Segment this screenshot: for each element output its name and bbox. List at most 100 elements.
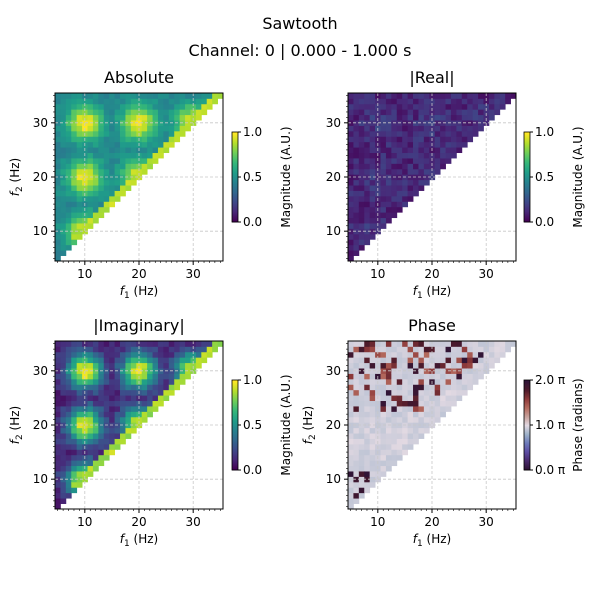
heatmap-cell xyxy=(461,136,468,143)
heatmap-cell xyxy=(440,395,446,402)
colorbar-segment xyxy=(232,386,238,389)
heatmap-cell xyxy=(120,103,126,110)
heatmap-cell xyxy=(103,179,110,186)
heatmap-cell xyxy=(71,416,78,423)
heatmap-cell xyxy=(65,114,72,121)
heatmap-cell xyxy=(348,481,354,488)
heatmap-cell xyxy=(60,465,67,472)
heatmap-cell xyxy=(174,125,181,132)
heatmap-cell xyxy=(168,130,175,137)
heatmap-cell xyxy=(369,98,376,105)
heatmap-cell xyxy=(440,346,446,353)
heatmap-cell xyxy=(402,103,409,110)
heatmap-cell xyxy=(413,357,419,364)
heatmap-cell xyxy=(461,346,468,353)
heatmap-cell xyxy=(418,341,425,347)
heatmap-cell xyxy=(478,341,484,347)
colorbar-segment xyxy=(524,392,530,395)
heatmap-cell xyxy=(152,158,159,164)
heatmap-cell xyxy=(423,152,430,159)
heatmap-cell xyxy=(353,152,360,159)
heatmap-cell xyxy=(348,433,354,439)
heatmap-cell xyxy=(380,168,387,175)
heatmap-cell xyxy=(130,368,137,374)
heatmap-cell xyxy=(358,179,365,186)
heatmap-cell xyxy=(369,185,376,191)
heatmap-cell xyxy=(369,206,376,213)
heatmap-cell xyxy=(348,103,354,110)
heatmap-cell xyxy=(450,378,457,385)
heatmap-cell xyxy=(402,158,409,164)
heatmap-cell xyxy=(109,109,116,116)
heatmap-cell xyxy=(71,400,78,407)
heatmap-cell xyxy=(120,362,126,369)
heatmap-cell xyxy=(369,346,376,353)
heatmap-cell xyxy=(348,98,354,105)
heatmap-cell xyxy=(364,427,371,434)
heatmap-cell xyxy=(364,206,371,213)
heatmap-cell xyxy=(348,378,354,385)
heatmap-cell xyxy=(445,141,452,148)
heatmap-cell xyxy=(396,433,403,439)
heatmap-cell xyxy=(98,362,105,369)
colorbar-segment xyxy=(524,446,530,449)
heatmap-cell xyxy=(141,362,148,369)
heatmap-cell xyxy=(109,168,116,175)
heatmap-cell xyxy=(472,130,479,137)
heatmap-cell xyxy=(190,98,197,105)
heatmap-cell xyxy=(147,341,153,347)
colorbar-segment xyxy=(232,460,238,463)
heatmap-cell xyxy=(76,368,83,374)
heatmap-cell xyxy=(71,195,78,202)
heatmap-cell xyxy=(125,368,132,374)
heatmap-cell xyxy=(103,427,110,434)
heatmap-cell xyxy=(109,357,116,364)
heatmap-cell xyxy=(71,163,78,170)
heatmap-cell xyxy=(348,244,354,251)
heatmap-cell xyxy=(120,378,126,385)
heatmap-cell xyxy=(385,438,392,445)
heatmap-cell xyxy=(369,130,376,137)
heatmap-cell xyxy=(163,395,170,402)
y-tick-label: 20 xyxy=(326,170,341,184)
heatmap-cell xyxy=(364,346,371,353)
colorbar-segment xyxy=(524,148,530,151)
heatmap-cell xyxy=(65,233,72,240)
heatmap-cell xyxy=(478,109,484,116)
heatmap-cell xyxy=(434,368,441,374)
heatmap-cell xyxy=(114,195,121,202)
heatmap-cell xyxy=(380,351,387,358)
heatmap-cell xyxy=(147,395,153,402)
heatmap-cell xyxy=(120,130,126,137)
heatmap-cell xyxy=(206,341,213,347)
heatmap-cell xyxy=(369,103,376,110)
heatmap-cell xyxy=(380,471,387,477)
heatmap-cell xyxy=(385,179,392,186)
heatmap-cell xyxy=(76,384,83,391)
x-tick-label: 10 xyxy=(77,515,92,529)
heatmap-cell xyxy=(348,416,354,423)
heatmap-cell xyxy=(60,228,67,235)
heatmap-cell xyxy=(358,357,365,364)
heatmap-cell xyxy=(348,109,354,116)
heatmap-cell xyxy=(87,163,94,170)
colorbar-segment xyxy=(524,136,530,139)
heatmap-cell xyxy=(114,158,121,164)
heatmap-cell xyxy=(413,362,419,369)
heatmap-cell xyxy=(467,125,474,132)
heatmap-cell xyxy=(418,357,425,364)
heatmap-cell xyxy=(396,357,403,364)
heatmap-cell xyxy=(375,114,381,121)
heatmap-cell xyxy=(76,460,83,467)
heatmap-cell xyxy=(141,109,148,116)
heatmap-cell xyxy=(348,195,354,202)
heatmap-cell xyxy=(65,136,72,143)
heatmap-cell xyxy=(434,389,441,396)
heatmap-cell xyxy=(136,163,143,170)
heatmap-cell xyxy=(76,125,83,132)
heatmap-cell xyxy=(87,384,94,391)
heatmap-cell xyxy=(130,362,137,369)
colorbar-segment xyxy=(524,422,530,425)
heatmap-cell xyxy=(114,190,121,197)
heatmap-cell xyxy=(76,341,83,347)
